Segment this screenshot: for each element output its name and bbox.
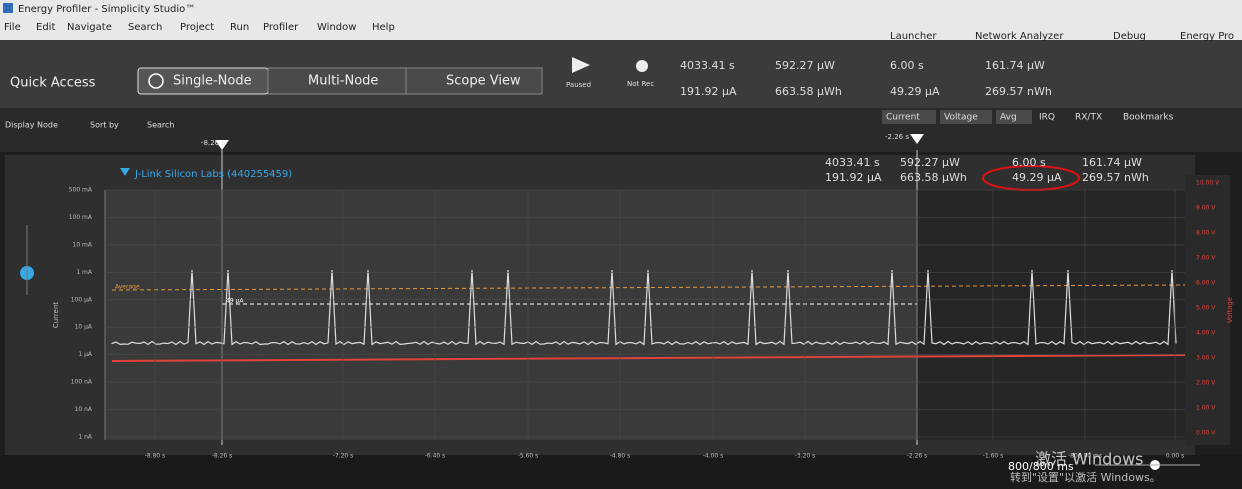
stat-value: 4033.41 s <box>680 59 735 72</box>
panel-range-stat: 6.00 s <box>1012 156 1046 169</box>
filter-item[interactable]: Display Node <box>5 121 58 130</box>
range-stat-value: 6.00 s <box>890 59 924 72</box>
time-tick-label: -8.80 s <box>145 453 166 460</box>
view-tab[interactable]: Bookmarks <box>1123 113 1174 123</box>
time-tick-label: -3.20 s <box>795 453 816 460</box>
current-tick-label: 100 nA <box>71 379 93 386</box>
perspective-tab[interactable]: Debug <box>1113 31 1146 42</box>
filter-item[interactable]: Sort by <box>90 121 119 130</box>
not-rec-label: Not Rec <box>627 80 654 88</box>
record-icon[interactable] <box>636 60 648 72</box>
range-average-label: 49 µA <box>226 298 244 305</box>
menu-item[interactable]: Window <box>317 22 356 33</box>
body: Energy Profiler - Simplicity Studio™ Fil… <box>0 0 1242 489</box>
mode-button[interactable]: Scope View <box>446 74 521 89</box>
app-icon <box>3 3 13 13</box>
stat-value: 191.92 µA <box>680 85 737 98</box>
perspective-tab[interactable]: Launcher <box>890 31 937 42</box>
filter-item[interactable]: Search <box>147 121 174 130</box>
stat-value: 663.58 µWh <box>775 85 842 98</box>
current-tick-label: 10 mA <box>73 241 93 248</box>
view-tab[interactable]: RX/TX <box>1075 113 1102 123</box>
menu-item[interactable]: Profiler <box>263 22 299 33</box>
quick-access[interactable]: Quick Access <box>10 76 96 91</box>
voltage-tick-label: 0.00 V <box>1196 430 1216 437</box>
menu-item[interactable]: File <box>4 22 21 33</box>
range-stat-value: 161.74 µW <box>985 59 1045 72</box>
voltage-tick-label: 3.00 V <box>1196 355 1216 362</box>
voltage-tick-label: 9.00 V <box>1196 205 1216 212</box>
panel-stat: 4033.41 s <box>825 156 880 169</box>
voltage-tick-label: 8.00 V <box>1196 230 1216 237</box>
watermark-text: 转到"设置"以激活 Windows。 <box>1010 470 1161 484</box>
menu-item[interactable]: Help <box>372 22 395 33</box>
panel-stat: 191.92 µA <box>825 171 882 184</box>
voltage-tick-label: 6.00 V <box>1196 280 1216 287</box>
current-tick-label: 100 mA <box>69 214 93 221</box>
perspective-tab[interactable]: Energy Pro <box>1180 31 1234 42</box>
view-tab[interactable]: Voltage <box>944 113 978 123</box>
time-tick-label: -6.40 s <box>425 453 446 460</box>
menu-item[interactable]: Project <box>180 22 214 33</box>
range-stat-value: 269.57 nWh <box>985 85 1052 98</box>
menu-item[interactable]: Navigate <box>67 22 112 33</box>
current-tick-label: 10 µA <box>75 324 93 331</box>
time-tick-label: -7.20 s <box>333 453 354 460</box>
voltage-tick-label: 4.00 V <box>1196 330 1216 337</box>
voltage-tick-label: 10.00 V <box>1196 180 1220 187</box>
current-axis-title: Current <box>52 302 60 329</box>
marker-label: -8.26 s <box>201 139 225 147</box>
panel-stat: 592.27 µW <box>900 156 960 169</box>
page: Energy Profiler {"window": {"title": "En… <box>0 0 1242 489</box>
mode-button[interactable]: Single-Node <box>173 74 252 89</box>
view-tab[interactable]: Avg <box>1000 113 1017 123</box>
time-tick-label: -4.80 s <box>610 453 631 460</box>
voltage-tick-label: 1.00 V <box>1196 405 1216 412</box>
menu-item[interactable]: Run <box>230 22 249 33</box>
device-name: J-Link Silicon Labs (440255459) <box>134 169 292 180</box>
menu-item[interactable]: Edit <box>36 22 55 33</box>
screen: Energy Profiler - Simplicity Studio™ Fil… <box>0 0 1242 489</box>
paused-label: Paused <box>566 81 591 89</box>
range-stat-value: 49.29 µA <box>890 85 940 98</box>
watermark-title: 激活 Windows <box>1035 450 1144 469</box>
current-tick-label: 1 mA <box>76 269 93 276</box>
current-tick-label: 500 mA <box>69 187 93 194</box>
voltage-tick-label: 5.00 V <box>1196 305 1216 312</box>
time-tick-label: -2.26 s <box>907 453 928 460</box>
window-title: Energy Profiler - Simplicity Studio™ <box>18 4 195 15</box>
time-tick-label: -5.60 s <box>518 453 539 460</box>
marker-label: -2.26 s <box>885 133 909 141</box>
current-tick-label: 100 µA <box>71 296 93 303</box>
average-label: Average <box>115 284 140 291</box>
time-tick-label: -8.26 s <box>212 453 233 460</box>
stat-value: 592.27 µW <box>775 59 835 72</box>
current-tick-label: 1 µA <box>78 351 93 358</box>
view-tab[interactable]: Current <box>886 113 920 123</box>
panel-range-stat: 161.74 µW <box>1082 156 1142 169</box>
mode-button[interactable]: Multi-Node <box>308 74 378 89</box>
panel-range-stat: 49.29 µA <box>1012 171 1062 184</box>
menu-item[interactable]: Search <box>128 22 162 33</box>
voltage-tick-label: 2.00 V <box>1196 380 1216 387</box>
voltage-tick-label: 7.00 V <box>1196 255 1216 262</box>
time-tick-label: -4.00 s <box>703 453 724 460</box>
voltage-axis-title: Voltage <box>1226 297 1234 323</box>
time-tick-label: 0.00 s <box>1166 453 1184 460</box>
panel-range-stat: 269.57 nWh <box>1082 171 1149 184</box>
filter-bar <box>0 108 1242 152</box>
view-tab[interactable]: IRQ <box>1039 113 1055 123</box>
current-tick-label: 1 nA <box>78 434 93 441</box>
range-shade <box>917 190 1185 440</box>
current-tick-label: 10 nA <box>75 406 93 413</box>
time-tick-label: -1.60 s <box>983 453 1004 460</box>
panel-stat: 663.58 µWh <box>900 171 967 184</box>
perspective-tab[interactable]: Network Analyzer <box>975 31 1064 42</box>
